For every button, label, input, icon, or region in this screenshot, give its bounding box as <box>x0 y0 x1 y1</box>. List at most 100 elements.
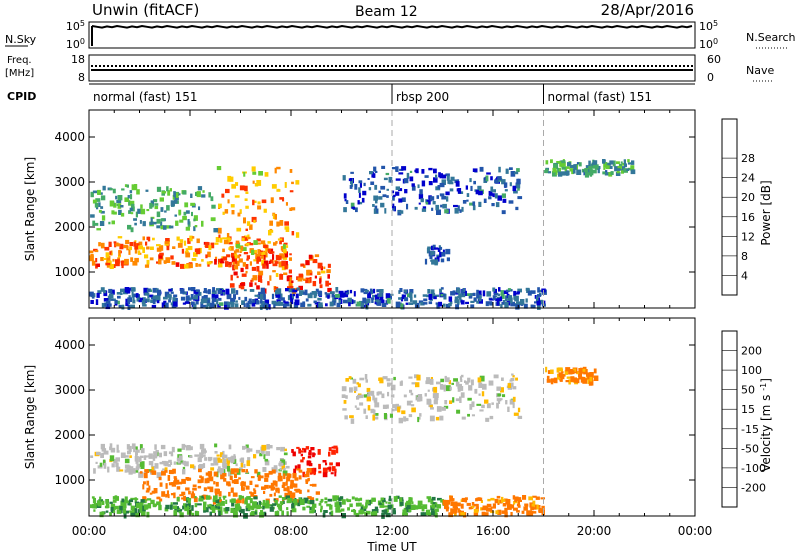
scatter-cell <box>488 196 492 200</box>
scatter-cell <box>150 246 154 250</box>
scatter-cell <box>189 446 193 451</box>
scatter-cell <box>246 221 251 226</box>
scatter-cell <box>271 486 275 490</box>
scatter-cell <box>385 512 391 518</box>
scatter-cell <box>252 249 258 253</box>
scatter-cell <box>121 498 125 503</box>
scatter-cell <box>308 450 312 453</box>
scatter-cell <box>245 191 249 194</box>
scatter-cell <box>455 502 461 507</box>
scatter-cell <box>195 511 200 516</box>
scatter-cell <box>332 297 337 303</box>
scatter-cell <box>364 300 368 305</box>
scatter-cell <box>238 284 243 289</box>
scatter-cell <box>111 220 115 225</box>
scatter-cell <box>428 301 433 305</box>
scatter-cell <box>100 287 105 292</box>
scatter-cell <box>350 171 354 174</box>
scatter-cell <box>403 289 408 293</box>
scatter-cell <box>442 203 447 209</box>
scatter-cell <box>453 204 458 208</box>
scatter-cell <box>286 476 291 482</box>
scatter-cell <box>323 510 328 513</box>
scatter-cell <box>90 191 94 198</box>
scatter-cell <box>245 485 250 490</box>
scatter-cell <box>584 172 590 178</box>
scatter-cell <box>387 504 393 510</box>
colorbar-tick-label: 12 <box>741 230 755 243</box>
scatter-cell <box>208 192 211 198</box>
scatter-cell <box>474 388 478 394</box>
scatter-cell <box>182 190 187 195</box>
scatter-cell <box>365 510 371 515</box>
scatter-cell <box>94 250 99 253</box>
scatter-cell <box>485 301 489 307</box>
scatter-cell <box>317 271 321 275</box>
scatter-cell <box>573 377 577 383</box>
scatter-cell <box>498 287 501 292</box>
scatter-cell <box>321 270 326 274</box>
scatter-cell <box>101 302 105 308</box>
scatter-cell <box>364 374 368 380</box>
scatter-cell <box>192 236 195 239</box>
scatter-cell <box>260 506 263 509</box>
scatter-cell <box>267 241 271 244</box>
scatter-cell <box>295 232 300 238</box>
scatter-cell <box>158 504 162 511</box>
scatter-cell <box>489 415 494 420</box>
scatter-cell <box>615 172 621 176</box>
scatter-cell <box>446 196 449 202</box>
scatter-cell <box>510 301 515 307</box>
scatter-cell <box>207 299 210 303</box>
scatter-cell <box>201 194 206 198</box>
scatter-cell <box>98 202 101 207</box>
scatter-cell <box>469 202 474 206</box>
scatter-cell <box>406 505 411 510</box>
scatter-cell <box>190 263 193 269</box>
scatter-cell <box>448 380 451 385</box>
scatter-cell <box>569 370 575 375</box>
scatter-cell <box>100 195 106 201</box>
scatter-cell <box>531 511 537 514</box>
scatter-cell <box>151 221 157 225</box>
scatter-cell <box>185 487 190 491</box>
scatter-cell <box>218 496 222 500</box>
scatter-cell <box>385 293 391 299</box>
scatter-cell <box>439 173 443 179</box>
scatter-cell <box>119 506 123 511</box>
scatter-cell <box>331 446 334 449</box>
scatter-cell <box>479 166 484 172</box>
scatter-cell <box>129 200 135 206</box>
scatter-cell <box>112 507 116 510</box>
scatter-cell <box>166 225 171 229</box>
scatter-cell <box>194 496 197 499</box>
scatter-cell <box>133 470 139 473</box>
scatter-cell <box>303 448 307 453</box>
scatter-cell <box>264 477 269 482</box>
scatter-cell <box>153 488 158 494</box>
scatter-cell <box>564 167 567 172</box>
scatter-cell <box>96 451 101 456</box>
scatter-cell <box>228 241 233 245</box>
scatter-cell <box>196 238 200 244</box>
scatter-cell <box>233 294 236 300</box>
scatter-cell <box>180 461 184 465</box>
scatter-cell <box>387 382 390 387</box>
scatter-cell <box>179 494 184 497</box>
scatter-cell <box>338 290 344 294</box>
scatter-cell <box>187 238 191 244</box>
scatter-cell <box>125 500 129 504</box>
cpid-segment-label: normal (fast) 151 <box>93 90 197 104</box>
scatter-cell <box>315 498 319 501</box>
scatter-cell <box>472 201 476 206</box>
scatter-cell <box>268 485 274 489</box>
scatter-cell <box>232 492 238 497</box>
scatter-cell <box>276 221 280 227</box>
scatter-cell <box>505 400 508 405</box>
scatter-cell <box>307 477 310 482</box>
scatter-cell <box>408 500 412 506</box>
scatter-cell <box>210 463 215 466</box>
scatter-cell <box>233 511 238 518</box>
scatter-cell <box>242 498 245 504</box>
scatter-cell <box>131 507 136 512</box>
